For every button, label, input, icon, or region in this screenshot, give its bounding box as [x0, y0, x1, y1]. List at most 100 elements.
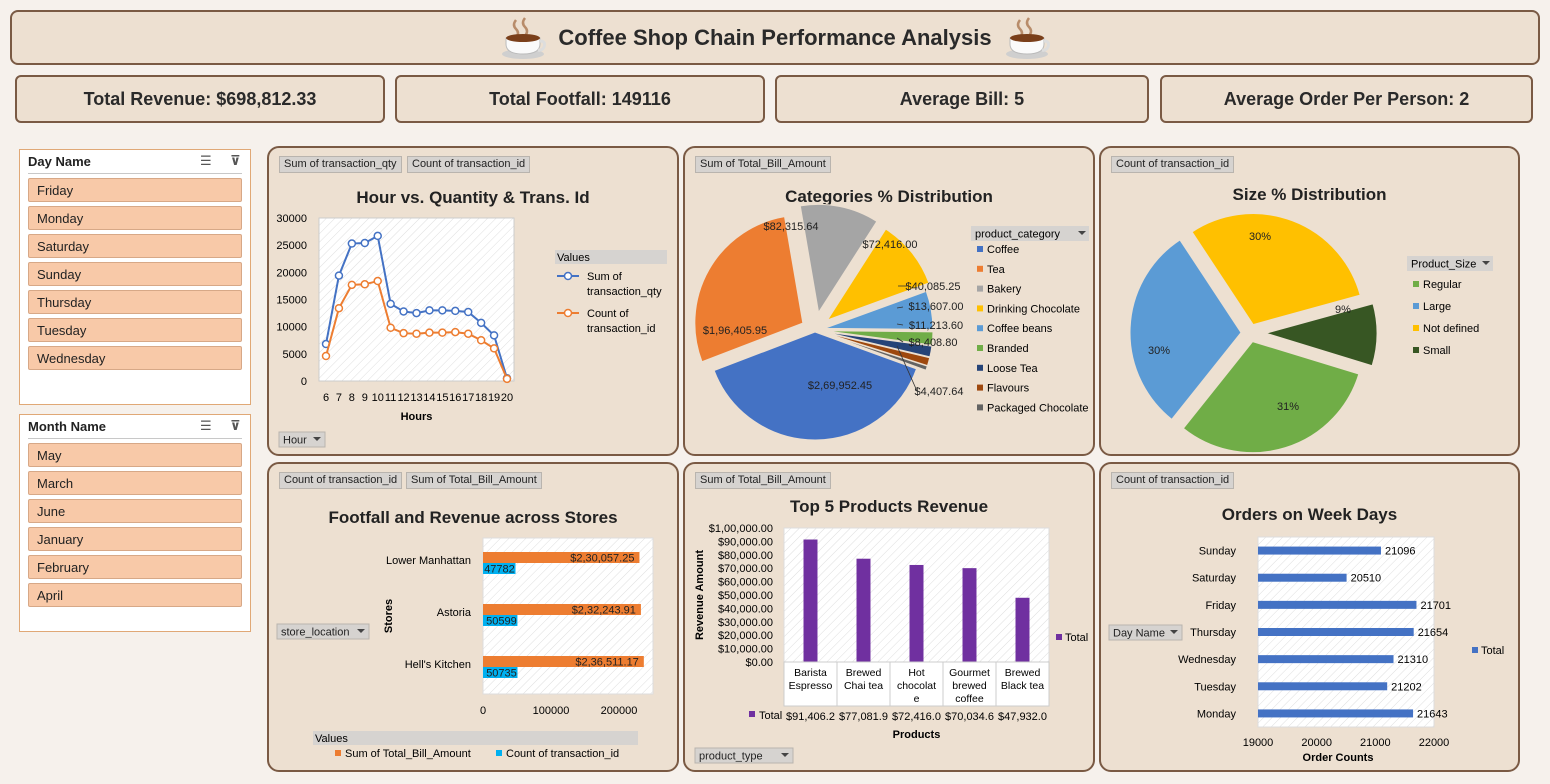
data-point: [476, 336, 486, 345]
legend-swatch: [496, 750, 502, 756]
legend-swatch: [977, 265, 983, 272]
day-slicer-item[interactable]: Friday: [28, 178, 242, 202]
slice-label: $40,085.25: [905, 281, 960, 293]
y-tick-label: 10000: [276, 322, 307, 334]
field-tag[interactable]: Sum of Total_Bill_Amount: [406, 472, 542, 489]
legend-entry: Coffee beans: [987, 323, 1053, 335]
weekdays-chart-title: Orders on Week Days: [1221, 505, 1398, 524]
multi-select-icon[interactable]: ☰: [200, 418, 212, 433]
data-point: [476, 318, 486, 328]
bar-label: 21096: [1385, 546, 1416, 558]
x-tick-label: 200000: [601, 705, 638, 717]
value-label: $91,406.2: [786, 711, 835, 723]
day-slicer-item[interactable]: Saturday: [28, 234, 242, 258]
month-slicer-item[interactable]: June: [28, 499, 242, 523]
bar-label: $2,30,057.25: [570, 553, 634, 565]
data-point: [463, 307, 473, 317]
month-slicer-item[interactable]: May: [28, 443, 242, 467]
clear-filter-icon[interactable]: ⊽: [230, 418, 241, 433]
legend-marker: [563, 271, 573, 281]
data-point: [502, 374, 512, 384]
data-point: [386, 299, 395, 309]
multi-select-icon[interactable]: ☰: [200, 153, 212, 168]
value-label: $77,081.9: [839, 711, 888, 723]
product-filter-label: product_type: [699, 751, 763, 763]
y-tick-label: $1,00,000.00: [709, 523, 773, 535]
legend-swatch: [1413, 281, 1419, 287]
data-point: [425, 306, 434, 315]
kpi-total-footfall: Total Footfall: 149116: [395, 75, 765, 123]
x-tick-label: 19000: [1243, 737, 1274, 749]
x-tick-label: 19: [488, 392, 500, 404]
category-label: Gourmet: [949, 667, 990, 679]
category-label: Monday: [1197, 708, 1237, 720]
category-label: Sunday: [1199, 546, 1237, 558]
legend-entry: Count of transaction_id: [506, 748, 619, 760]
y-tick-label: 15000: [276, 295, 307, 307]
legend-swatch: [977, 364, 983, 371]
legend-entry: Loose Tea: [987, 363, 1038, 375]
bar: [909, 564, 924, 662]
day-slicer-item[interactable]: Thursday: [28, 290, 242, 314]
day-slicer-item[interactable]: Sunday: [28, 262, 242, 286]
bar-label: $2,36,511.17: [575, 657, 638, 669]
day-slicer-item[interactable]: Monday: [28, 206, 242, 230]
x-tick-label: 13: [410, 392, 422, 404]
field-tag[interactable]: Sum of Total_Bill_Amount: [695, 472, 831, 489]
clear-filter-icon[interactable]: ⊽: [230, 153, 241, 168]
y-tick-label: 25000: [276, 240, 307, 252]
day-filter-label: Day Name: [1113, 628, 1165, 640]
month-slicer-item[interactable]: March: [28, 471, 242, 495]
category-label: Thursday: [1190, 627, 1236, 639]
month-slicer-item[interactable]: February: [28, 555, 242, 579]
category-cell: [995, 661, 1050, 707]
field-tag[interactable]: Count of transaction_id: [1111, 156, 1235, 173]
bar: [856, 558, 871, 662]
legend-title: Product_Size: [1411, 259, 1476, 271]
value-label: $72,416.0: [892, 711, 941, 723]
field-tag[interactable]: Sum of Total_Bill_Amount: [695, 156, 831, 173]
field-tag[interactable]: Sum of transaction_qty: [279, 156, 402, 173]
page-title: Coffee Shop Chain Performance Analysis: [558, 24, 992, 50]
size-slice: [1129, 239, 1242, 421]
y-tick-label: $0.00: [745, 657, 773, 669]
weekdays-panel: Count of transaction_id Orders on Week D…: [1099, 462, 1520, 772]
data-point: [334, 303, 344, 313]
data-point: [399, 307, 408, 316]
slice-label: $2,69,952.45: [808, 380, 872, 392]
slice-label: 31%: [1277, 401, 1299, 413]
bar: [1258, 546, 1381, 555]
x-tick-label: 10: [372, 392, 384, 404]
category-label: Chai tea: [844, 680, 883, 692]
field-tag[interactable]: Count of transaction_id: [1111, 472, 1235, 489]
category-label: e: [914, 693, 920, 705]
category-label: Lower Manhattan: [386, 555, 471, 567]
hour-filter-label: Hour: [283, 435, 307, 447]
legend-swatch: [1413, 347, 1419, 353]
legend-title-bg: [1407, 256, 1493, 271]
kpi-total-revenue: Total Revenue: $698,812.33: [15, 75, 385, 123]
bar-label: 21654: [1418, 627, 1449, 639]
slice-label: $13,607.00: [908, 301, 963, 313]
field-tag[interactable]: Count of transaction_id: [407, 156, 531, 173]
legend-title-bg: [555, 250, 667, 264]
day-slicer-item[interactable]: Tuesday: [28, 318, 242, 342]
stores-chart-title: Footfall and Revenue across Stores: [328, 508, 618, 527]
x-tick-label: 18: [475, 392, 487, 404]
bar: [483, 563, 516, 574]
x-tick-label: 15: [436, 392, 448, 404]
legend-entry: Total: [1065, 632, 1088, 644]
category-label: Astoria: [437, 607, 472, 619]
legend-swatch: [1413, 303, 1419, 309]
month-slicer-item[interactable]: April: [28, 583, 242, 607]
month-slicer-item[interactable]: January: [28, 527, 242, 551]
bar: [483, 656, 644, 667]
data-point: [412, 329, 421, 338]
categories-panel: Sum of Total_Bill_Amount Categories % Di…: [683, 146, 1095, 456]
x-tick-label: 7: [336, 392, 342, 404]
day-slicer-item[interactable]: Wednesday: [28, 346, 242, 370]
legend-entry: Sum of transaction_qty: [587, 271, 662, 298]
legend-swatch: [977, 305, 983, 312]
field-tag[interactable]: Count of transaction_id: [279, 472, 403, 489]
dropdown-arrow-icon: [1482, 261, 1490, 265]
